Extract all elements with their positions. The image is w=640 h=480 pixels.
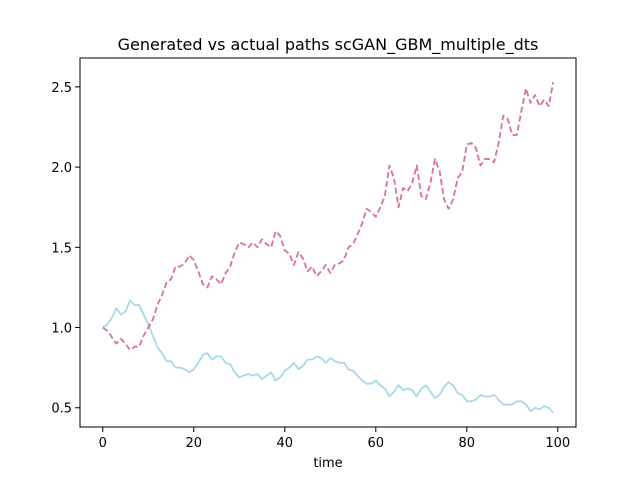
x-axis: 0 20 40 60 80 100 bbox=[99, 427, 570, 451]
y-tick-label: 1.5 bbox=[51, 241, 72, 256]
y-axis: 0.5 1.0 1.5 2.0 2.5 bbox=[51, 81, 80, 417]
x-tick-label: 0 bbox=[99, 436, 107, 451]
y-tick-label: 2.5 bbox=[51, 81, 72, 96]
x-tick-label: 60 bbox=[368, 436, 385, 451]
x-tick-label: 20 bbox=[185, 436, 202, 451]
chart-title: Generated vs actual paths scGAN_GBM_mult… bbox=[118, 35, 539, 55]
x-tick-label: 40 bbox=[276, 436, 293, 451]
y-tick-label: 1.0 bbox=[51, 322, 72, 337]
y-tick-label: 0.5 bbox=[51, 402, 72, 417]
plot-area bbox=[79, 57, 577, 428]
series-layer bbox=[102, 81, 555, 414]
series-line-solid bbox=[102, 299, 554, 414]
plot-frame bbox=[79, 57, 577, 428]
y-tick-label: 2.0 bbox=[51, 161, 72, 176]
plot-background bbox=[80, 58, 576, 427]
x-tick-label: 100 bbox=[545, 436, 570, 451]
series-line-dashed bbox=[102, 81, 555, 351]
x-axis-label: time bbox=[313, 456, 342, 471]
x-tick-label: 80 bbox=[459, 436, 476, 451]
